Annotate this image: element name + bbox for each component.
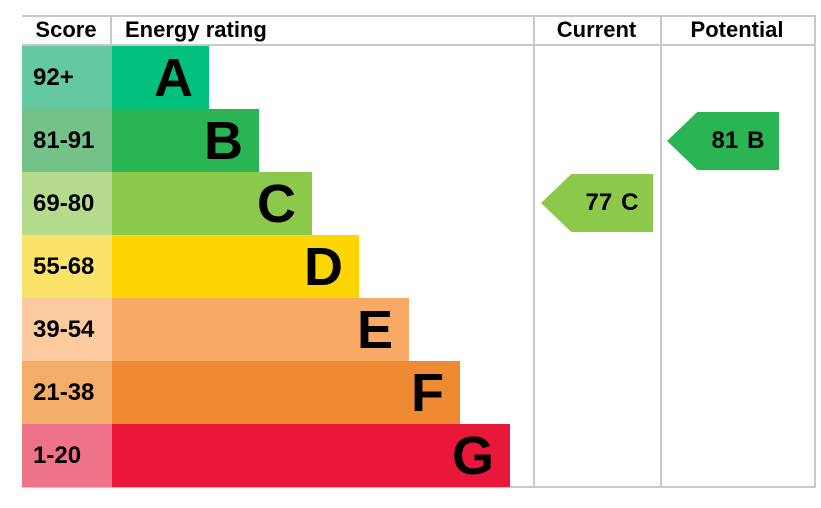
score-range-label: 39-54 (33, 315, 95, 343)
grade-letter: B (204, 110, 243, 171)
score-cell: 81-91 (22, 109, 112, 172)
table-top-border (22, 15, 816, 17)
score-cell: 69-80 (22, 172, 112, 235)
band-row-b: 81-91 B (22, 109, 259, 172)
potential-rating-arrow: 81 B (667, 112, 779, 170)
rating-bar: C (112, 172, 312, 235)
score-range-label: 81-91 (33, 126, 95, 154)
current-grade-letter: C (621, 189, 639, 216)
table-right-border (814, 15, 816, 488)
score-column-header: Score (35, 17, 97, 42)
rating-bar: G (112, 424, 510, 487)
grade-letter: E (356, 299, 393, 360)
band-row-f: 21-38 F (22, 361, 460, 424)
rating-bar: A (112, 46, 209, 109)
current-score-value: 77 (585, 189, 613, 216)
current-column-header: Current (556, 17, 637, 42)
grade-letter: A (154, 47, 193, 108)
score-cell: 55-68 (22, 235, 112, 298)
band-row-c: 69-80 C (22, 172, 312, 235)
score-cell: 21-38 (22, 361, 112, 424)
score-range-label: 92+ (33, 63, 74, 91)
potential-column-divider (660, 15, 662, 488)
potential-column-header: Potential (690, 17, 784, 42)
rating-bar: E (112, 298, 409, 361)
score-cell: 39-54 (22, 298, 112, 361)
band-row-a: 92+ A (22, 46, 209, 109)
potential-score-value: 81 (711, 127, 739, 154)
energy-rating-column-header: Energy rating (125, 17, 267, 42)
score-cell: 92+ (22, 46, 112, 109)
header-bottom-border (22, 44, 816, 46)
rating-bar: D (112, 235, 359, 298)
current-rating-arrow: 77 C (541, 174, 653, 232)
grade-letter: D (304, 236, 343, 297)
score-range-label: 69-80 (33, 189, 95, 217)
band-row-d: 55-68 D (22, 235, 359, 298)
score-range-label: 55-68 (33, 252, 95, 280)
score-range-label: 21-38 (33, 378, 95, 406)
grade-letter: F (411, 362, 444, 423)
score-column-divider (110, 15, 112, 46)
rating-bar: F (112, 361, 460, 424)
grade-letter: G (451, 425, 494, 486)
potential-grade-letter: B (747, 127, 765, 154)
current-column-divider (533, 15, 535, 488)
score-cell: 1-20 (22, 424, 112, 487)
table-bottom-border (22, 486, 816, 488)
rating-bar: B (112, 109, 259, 172)
band-row-g: 1-20 G (22, 424, 510, 487)
score-range-label: 1-20 (33, 441, 82, 469)
band-row-e: 39-54 E (22, 298, 409, 361)
grade-letter: C (257, 173, 296, 234)
